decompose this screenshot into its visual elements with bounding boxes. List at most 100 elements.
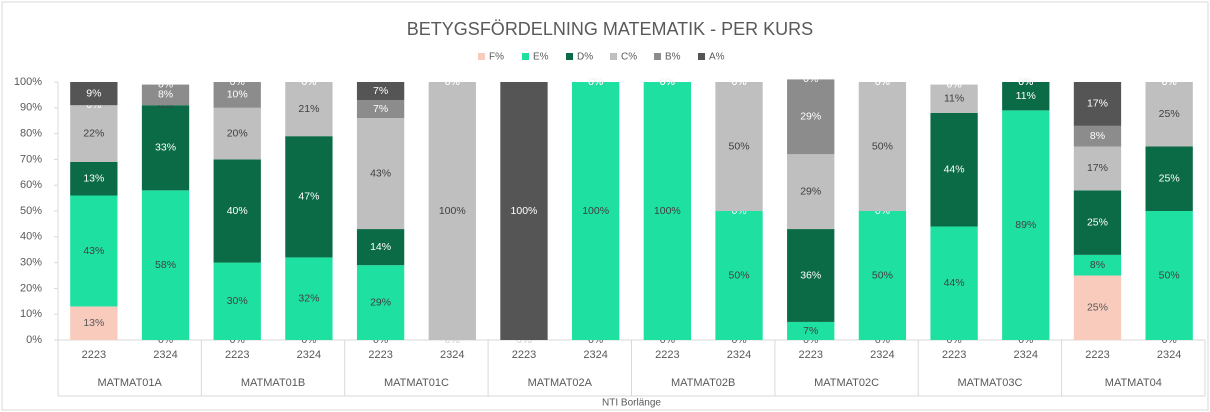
value-label: 25% bbox=[1159, 108, 1180, 120]
y-tick-label: 20% bbox=[20, 282, 42, 294]
group-label: MATMAT03C bbox=[957, 377, 1022, 389]
value-label: 0% bbox=[588, 76, 603, 88]
value-label: 22% bbox=[83, 127, 104, 139]
y-tick-label: 30% bbox=[20, 257, 42, 269]
group-label: MATMAT04 bbox=[1105, 377, 1162, 389]
bar-segment bbox=[1073, 190, 1122, 255]
value-label: 33% bbox=[155, 142, 176, 154]
bar-segment bbox=[141, 190, 190, 340]
legend-label: F% bbox=[489, 52, 504, 63]
value-label: 25% bbox=[1087, 302, 1108, 314]
y-tick-label: 60% bbox=[20, 179, 42, 191]
legend-label: D% bbox=[577, 52, 593, 63]
value-label: 0% bbox=[660, 76, 675, 88]
value-label: 43% bbox=[83, 245, 104, 257]
legend-swatch bbox=[654, 53, 661, 60]
bar-segment bbox=[643, 82, 692, 340]
x-tick-label: 2223 bbox=[942, 349, 966, 361]
x-tick-label: 2324 bbox=[870, 349, 894, 361]
value-label: 7% bbox=[803, 325, 818, 337]
value-label: 0% bbox=[445, 76, 460, 88]
legend-swatch bbox=[698, 53, 705, 60]
value-label: 25% bbox=[1087, 216, 1108, 228]
group-label: MATMAT02A bbox=[528, 377, 593, 389]
bar-segment bbox=[787, 154, 835, 230]
bar-segment bbox=[70, 161, 118, 196]
value-label: 0% bbox=[660, 76, 675, 88]
value-label: 50% bbox=[872, 269, 893, 281]
value-label: 0% bbox=[588, 76, 603, 88]
value-label: 50% bbox=[1159, 269, 1180, 281]
value-label: 29% bbox=[370, 296, 391, 308]
value-label: 100% bbox=[511, 205, 538, 217]
value-label: 44% bbox=[944, 277, 965, 289]
group-label: MATMAT02B bbox=[671, 377, 735, 389]
value-label: 0% bbox=[158, 78, 173, 90]
y-tick-label: 10% bbox=[20, 308, 42, 320]
value-label: 29% bbox=[800, 111, 821, 123]
bar-segment bbox=[1073, 125, 1122, 147]
value-label: 0% bbox=[1018, 76, 1033, 88]
legend-label: B% bbox=[665, 52, 681, 63]
bar-segment bbox=[930, 84, 978, 113]
value-label: 8% bbox=[1090, 259, 1105, 271]
x-tick-label: 2223 bbox=[798, 349, 822, 361]
bar-segment bbox=[141, 105, 190, 191]
value-label: 0% bbox=[875, 76, 890, 88]
value-label: 0% bbox=[731, 76, 746, 88]
value-label: 0% bbox=[803, 73, 818, 85]
outer-group-label: NTI Borlänge bbox=[602, 398, 661, 409]
value-label: 0% bbox=[875, 76, 890, 88]
value-label: 0% bbox=[588, 76, 603, 88]
bar-segment bbox=[1145, 146, 1193, 211]
bar-segment bbox=[213, 82, 261, 108]
value-label: 7% bbox=[373, 85, 388, 97]
x-tick-label: 2324 bbox=[583, 349, 607, 361]
bar-segment bbox=[213, 262, 261, 340]
value-label: 17% bbox=[1087, 98, 1108, 110]
bar-segment bbox=[571, 82, 620, 340]
value-label: 0% bbox=[947, 78, 962, 90]
bar-segment bbox=[356, 118, 405, 230]
bar-segment bbox=[715, 211, 763, 340]
bar-segment bbox=[787, 321, 835, 340]
value-label: 89% bbox=[1015, 219, 1036, 231]
value-label: 9% bbox=[86, 87, 101, 99]
value-label: 0% bbox=[1018, 76, 1033, 88]
value-label: 0% bbox=[445, 76, 460, 88]
bar-segment bbox=[356, 100, 405, 119]
x-tick-label: 2324 bbox=[727, 349, 751, 361]
x-tick-label: 2324 bbox=[153, 349, 177, 361]
value-label: 14% bbox=[370, 241, 391, 253]
bar-segment bbox=[428, 82, 476, 340]
value-label: 29% bbox=[800, 185, 821, 197]
value-label: 100% bbox=[654, 205, 681, 217]
value-label: 0% bbox=[301, 76, 316, 88]
bar-segment bbox=[1073, 146, 1122, 191]
bar-segment bbox=[356, 82, 405, 101]
value-label: 32% bbox=[298, 293, 319, 305]
legend-label: E% bbox=[533, 52, 549, 63]
value-label: 0% bbox=[1162, 76, 1177, 88]
bar-segment bbox=[141, 84, 190, 106]
bar-segment bbox=[1073, 275, 1122, 340]
value-label: 50% bbox=[729, 140, 750, 152]
legend-label: A% bbox=[709, 52, 725, 63]
value-label: 44% bbox=[944, 164, 965, 176]
bar-segment bbox=[1002, 82, 1050, 111]
value-label: 40% bbox=[227, 205, 248, 217]
bar-segment bbox=[213, 159, 261, 263]
value-label: 43% bbox=[370, 167, 391, 179]
legend-swatch bbox=[478, 53, 485, 60]
value-label: 21% bbox=[298, 103, 319, 115]
x-tick-label: 2223 bbox=[225, 349, 249, 361]
group-label: MATMAT01B bbox=[241, 377, 305, 389]
value-label: 0% bbox=[731, 76, 746, 88]
group-label: MATMAT02C bbox=[814, 377, 879, 389]
y-tick-label: 70% bbox=[20, 153, 42, 165]
bar-segment bbox=[70, 105, 118, 162]
group-label: MATMAT01A bbox=[97, 377, 162, 389]
x-tick-label: 2223 bbox=[512, 349, 536, 361]
bar-segment bbox=[930, 226, 978, 340]
x-tick-label: 2223 bbox=[368, 349, 392, 361]
